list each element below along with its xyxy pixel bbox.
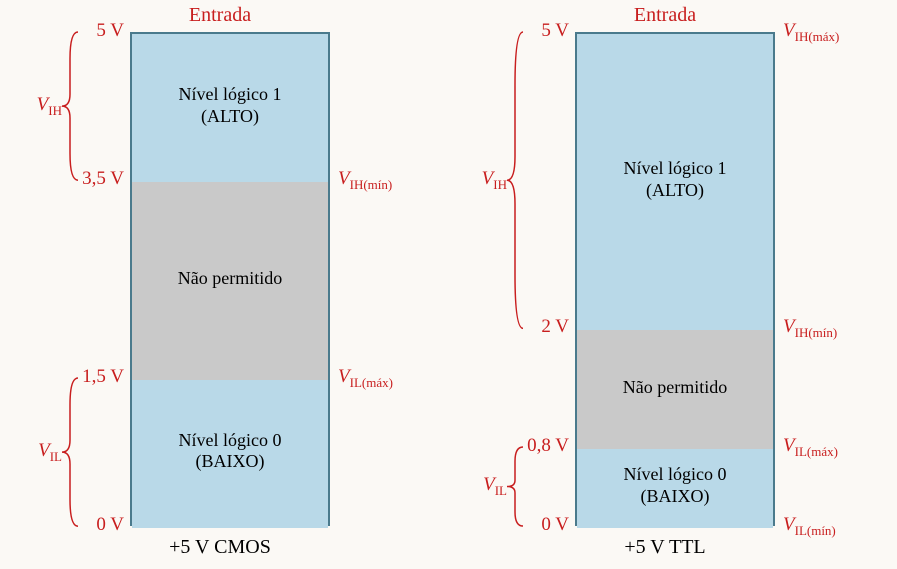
header-cmos: Entrada bbox=[0, 4, 440, 27]
volt-3_5v-cmos: 3,5 V bbox=[80, 168, 124, 190]
panel-ttl: Entrada Nível lógico 1(ALTO) Não permiti… bbox=[445, 0, 885, 569]
volt-2v-ttl: 2 V bbox=[525, 316, 569, 338]
sym-vilmax-cmos: VIL(máx) bbox=[338, 366, 393, 391]
sym-vil-cmos: VIL bbox=[6, 440, 62, 465]
label-low-ttl: Nível lógico 0(BAIXO) bbox=[575, 464, 775, 507]
bar-ttl bbox=[575, 32, 775, 526]
sym-vihmin-cmos: VIH(mín) bbox=[338, 168, 392, 193]
sym-vihmin-ttl: VIH(mín) bbox=[783, 316, 837, 341]
volt-0v-cmos: 0 V bbox=[80, 514, 124, 536]
label-forbidden-cmos: Não permitido bbox=[130, 268, 330, 290]
brace-vil-cmos bbox=[60, 376, 80, 528]
caption-ttl: +5 V TTL bbox=[445, 536, 885, 559]
sym-vih-cmos: VIH bbox=[6, 94, 62, 119]
volt-1_5v-cmos: 1,5 V bbox=[80, 366, 124, 388]
sym-vihmax-ttl: VIH(máx) bbox=[783, 20, 839, 45]
brace-vil-ttl bbox=[505, 445, 525, 528]
volt-5v-cmos: 5 V bbox=[80, 20, 124, 42]
label-forbidden-ttl: Não permitido bbox=[575, 377, 775, 399]
label-high-ttl: Nível lógico 1(ALTO) bbox=[575, 158, 775, 201]
caption-cmos: +5 V CMOS bbox=[0, 536, 440, 559]
sym-vil-ttl: VIL bbox=[451, 474, 507, 499]
sym-vih-ttl: VIH bbox=[451, 168, 507, 193]
sym-vilmax-ttl: VIL(máx) bbox=[783, 435, 838, 460]
volt-0v-ttl: 0 V bbox=[525, 514, 569, 536]
brace-vih-ttl bbox=[505, 30, 525, 330]
label-high-cmos: Nível lógico 1(ALTO) bbox=[130, 84, 330, 127]
volt-0_8v-ttl: 0,8 V bbox=[525, 435, 569, 457]
volt-5v-ttl: 5 V bbox=[525, 20, 569, 42]
panel-cmos: Entrada Nível lógico 1(ALTO) Não permiti… bbox=[0, 0, 440, 569]
brace-vih-cmos bbox=[60, 30, 80, 182]
label-low-cmos: Nível lógico 0(BAIXO) bbox=[130, 430, 330, 473]
